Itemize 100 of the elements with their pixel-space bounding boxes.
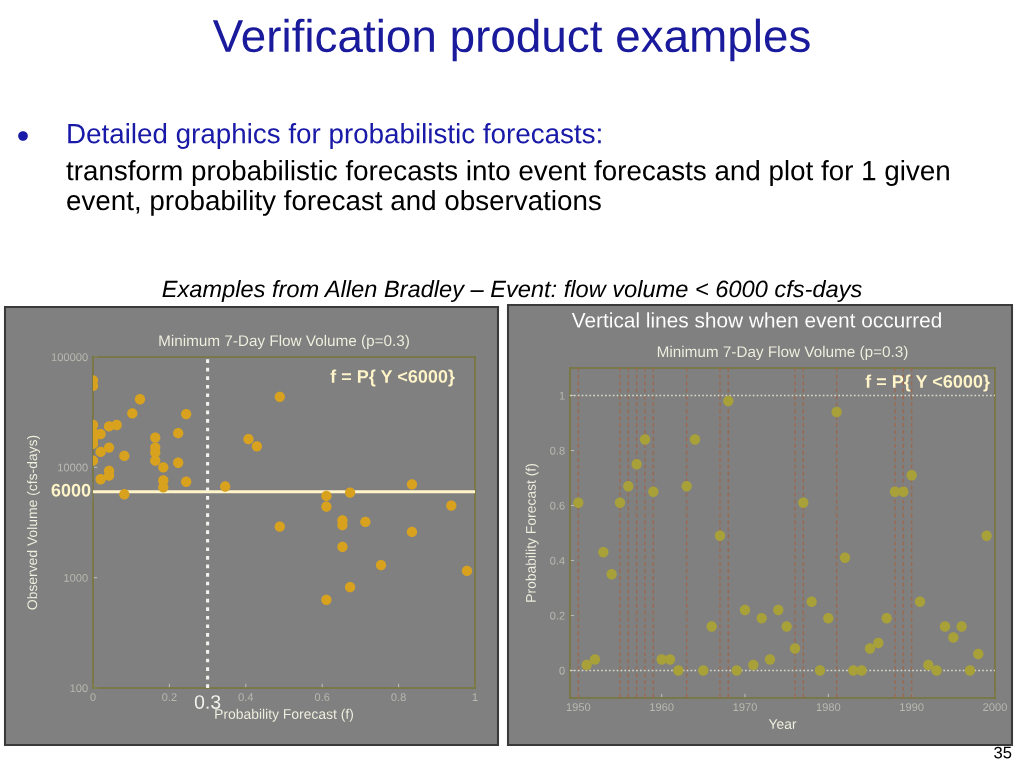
x-tick-label: 0.2	[162, 693, 177, 702]
point	[898, 486, 909, 497]
point	[864, 643, 876, 654]
point	[150, 455, 161, 466]
text: Vertical lines show when event occurred	[571, 312, 941, 328]
point	[220, 481, 231, 492]
point	[406, 479, 418, 490]
point	[375, 559, 387, 571]
point	[181, 476, 192, 487]
point	[648, 486, 659, 497]
point	[781, 621, 792, 632]
point	[173, 428, 184, 439]
ref-line-label: 0.3	[194, 695, 221, 709]
point	[739, 604, 751, 616]
point	[134, 394, 146, 405]
point	[814, 665, 826, 676]
point	[981, 530, 992, 541]
ref-line-label: 6000	[51, 483, 91, 497]
x-tick-label: 1990	[900, 703, 924, 712]
text: Examples from Allen Bradley – Event: flow volume < 6000 cfs-days	[162, 279, 862, 302]
x-axis-title: Probability Forecast (f)	[215, 708, 353, 722]
point	[95, 474, 106, 485]
point	[321, 501, 332, 512]
point	[95, 446, 106, 458]
point	[321, 594, 332, 605]
point	[689, 434, 701, 445]
point	[321, 490, 332, 502]
point	[748, 659, 759, 671]
point	[150, 432, 161, 443]
point	[274, 521, 285, 532]
point	[111, 419, 122, 431]
point	[606, 569, 617, 580]
point	[906, 470, 917, 481]
point	[706, 621, 717, 632]
point	[461, 565, 473, 577]
point	[573, 497, 584, 508]
point	[806, 596, 817, 607]
point	[731, 665, 742, 676]
text: Verification product examples	[212, 18, 810, 62]
x-tick-label: 1980	[816, 703, 841, 712]
point	[873, 637, 884, 649]
x-tick-label: 2000	[983, 703, 1007, 712]
annotation: f = P{ Y <6000}	[330, 369, 455, 387]
point	[251, 441, 263, 452]
point	[698, 665, 709, 676]
point	[931, 665, 942, 676]
point	[623, 481, 634, 492]
point	[723, 395, 734, 407]
chart-title: Minimum 7-Day Flow Volume (p=0.3)	[657, 345, 908, 361]
x-tick-label: 1950	[566, 703, 591, 712]
point	[956, 621, 967, 632]
point	[119, 450, 130, 462]
point	[881, 613, 892, 624]
point	[103, 442, 115, 453]
chart-title: Minimum 7-Day Flow Volume (p=0.3)	[159, 334, 409, 350]
point	[964, 665, 976, 676]
point	[243, 434, 254, 445]
y-axis-title: Probability Forecast (f)	[525, 464, 539, 602]
text: transform probabilistic forecasts into event forecasts and plot for 1 given event, probability forecast and observations	[66, 160, 949, 216]
y-tick-label: 10000	[58, 463, 88, 472]
point	[127, 408, 138, 419]
point	[756, 613, 767, 624]
point	[181, 408, 192, 420]
point	[823, 613, 834, 624]
point	[446, 500, 457, 511]
point	[948, 632, 959, 643]
point	[344, 582, 356, 593]
point	[764, 654, 776, 665]
point	[973, 648, 984, 660]
point	[673, 665, 684, 676]
point	[631, 459, 642, 470]
point	[639, 434, 651, 445]
point	[406, 526, 418, 538]
x-tick-label: 1970	[733, 703, 757, 712]
point	[158, 462, 169, 473]
annotation: f = P{ Y <6000}	[865, 374, 990, 392]
point	[614, 497, 626, 508]
point	[839, 552, 851, 563]
point	[344, 487, 356, 498]
x-tick-label: 1960	[650, 703, 674, 712]
point	[173, 457, 184, 468]
point	[831, 406, 842, 418]
point	[337, 541, 348, 553]
x-tick-label: 1	[472, 693, 478, 701]
point	[914, 596, 926, 607]
point	[581, 659, 592, 671]
point	[360, 516, 371, 528]
point	[923, 659, 934, 671]
point	[274, 391, 285, 402]
point	[589, 654, 601, 665]
point	[856, 665, 867, 676]
point	[798, 497, 809, 508]
x-axis-title: Year	[768, 719, 797, 729]
y-axis-title: Observed Volume (cfs-days)	[27, 435, 40, 610]
point	[939, 621, 951, 632]
point	[773, 604, 784, 616]
point	[714, 530, 726, 541]
point	[789, 643, 801, 654]
point	[598, 547, 609, 558]
text: 35	[994, 746, 1012, 759]
